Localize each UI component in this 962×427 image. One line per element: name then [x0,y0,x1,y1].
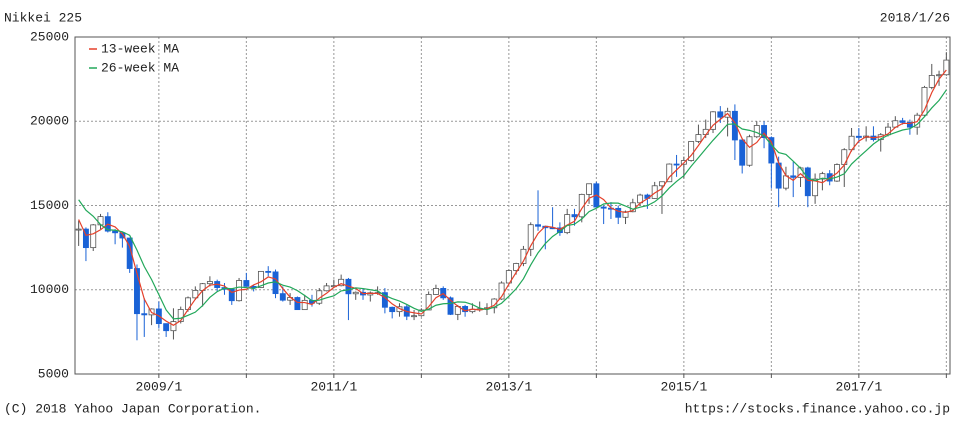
candle-body [432,288,439,295]
candle-body [112,230,119,234]
candle-body [498,282,505,300]
candle-body [527,224,534,250]
candle-body [666,163,673,183]
candle-body [411,315,418,318]
candle-body [673,163,680,166]
x-tick-label: 2013/1 [485,379,532,394]
candle-body [177,309,184,322]
candle-body [170,321,177,332]
x-tick-label: 2009/1 [135,379,182,394]
candle-body [855,135,862,138]
candle-body [134,268,140,315]
ma-line [78,89,947,320]
candle-body [513,263,520,271]
candle-body [761,125,768,138]
candle-body [812,178,819,197]
candle-body [301,299,308,311]
candle-body [535,224,541,227]
candle-body [192,290,199,299]
ma-line [78,69,947,327]
x-tick-label: 2011/1 [310,379,357,394]
candle-body [615,207,622,218]
candle-body [906,122,913,128]
chart-date: 2018/1/26 [880,10,950,25]
candle-body [600,206,607,209]
candle-body [447,297,454,315]
candle-body [141,313,148,316]
candle-body [265,270,272,273]
y-tick-label: 20000 [30,114,69,129]
candle-body [556,227,563,234]
candle-body [338,278,345,287]
candle-body [75,228,82,231]
candle-body [279,293,286,301]
candle-body [323,285,330,292]
chart-title: Nikkei 225 [4,10,82,25]
copyright: (C) 2018 Yahoo Japan Corporation. [4,401,261,416]
candle-body [921,86,928,116]
candle-body [943,59,950,76]
candle-body [294,297,301,311]
candle-body [126,237,133,269]
y-tick-label: 5000 [38,366,69,381]
source-url: https://stocks.finance.yahoo.co.jp [685,401,950,416]
candle-body [206,281,213,285]
candle-body [695,134,702,142]
candle-body [622,211,629,218]
candle-body [899,120,906,123]
legend-label: 26-week MA [101,60,179,75]
candle-body [586,183,593,195]
candle-body [790,175,797,178]
candle-body [717,111,724,118]
candle-body [352,291,359,295]
x-tick-label: 2015/1 [660,379,707,394]
candle-body [163,323,170,332]
candle-body [505,270,512,284]
plot-frame [74,36,951,375]
y-tick-label: 25000 [30,29,69,44]
candle-body [739,139,746,166]
candle-body [389,306,396,313]
candle-body [425,294,432,311]
candle-body [746,136,753,166]
legend-label: 13-week MA [101,41,179,56]
candle-body [710,111,716,130]
candle-body [819,173,826,180]
candle-body [571,214,578,218]
candle-body [782,175,789,189]
candle-body [753,125,760,138]
x-tick-label: 2017/1 [835,379,882,394]
candle-body [119,232,126,239]
candle-body [928,75,935,88]
candle-body [90,224,97,249]
candle-body [82,228,89,249]
candle-body [804,167,811,197]
candle-body [418,309,425,317]
candle-body [491,298,498,309]
candle-body [936,74,943,77]
y-tick-label: 10000 [30,282,69,297]
y-tick-label: 15000 [30,198,69,213]
candle-body [243,280,250,287]
